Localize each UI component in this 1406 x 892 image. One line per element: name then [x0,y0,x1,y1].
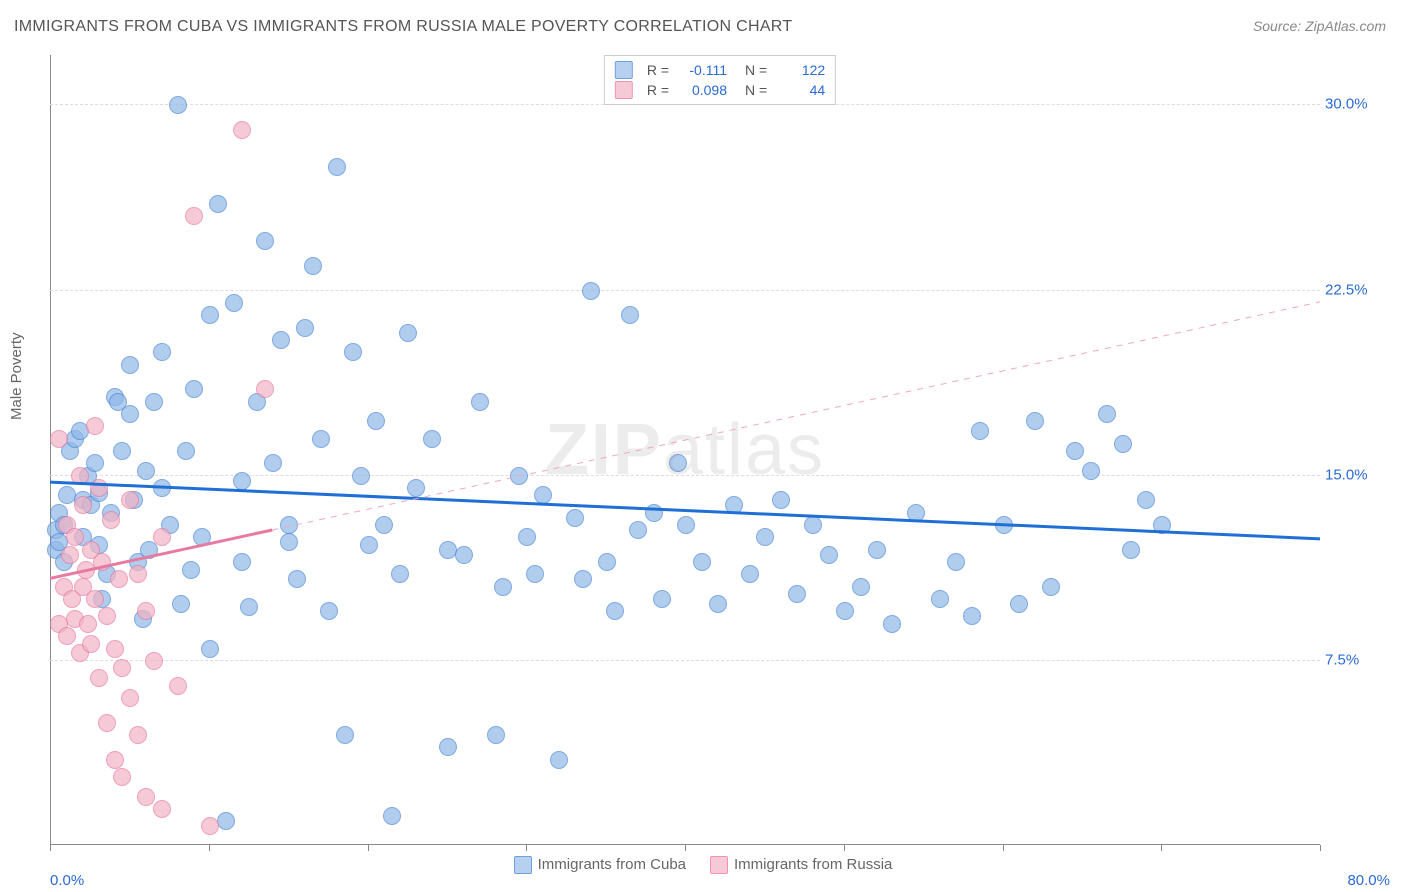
x-tick [368,845,369,851]
x-tick [844,845,845,851]
x-tick [1003,845,1004,851]
x-tick [209,845,210,851]
legend-r-value-russia: 0.098 [677,80,727,100]
legend-label-cuba: Immigrants from Cuba [538,856,686,873]
chart-title: IMMIGRANTS FROM CUBA VS IMMIGRANTS FROM … [14,18,792,36]
x-tick [50,845,51,851]
x-tick [526,845,527,851]
legend-n-value-russia: 44 [775,80,825,100]
x-tick [685,845,686,851]
y-tick-label: 30.0% [1325,96,1380,113]
legend-stat-row-cuba: R = -0.111 N = 122 [615,60,825,80]
y-tick-label: 15.0% [1325,466,1380,483]
y-tick-label: 22.5% [1325,281,1380,298]
legend-item-cuba: Immigrants from Cuba [514,856,686,874]
legend-n-label: N = [745,80,767,100]
trend-line-russia [50,530,272,578]
legend-swatch-russia [615,81,633,99]
trend-line-russia-extrapolated [272,302,1320,530]
legend-swatch-cuba [514,856,532,874]
x-axis-min-label: 0.0% [50,872,84,889]
legend-swatch-russia [710,856,728,874]
y-axis-label: Male Poverty [8,332,25,420]
source-attribution: Source: ZipAtlas.com [1253,18,1386,34]
trend-line-cuba [50,482,1320,539]
legend-r-value-cuba: -0.111 [677,60,727,80]
x-axis-max-label: 80.0% [1347,872,1390,889]
legend-n-label: N = [745,60,767,80]
y-tick-label: 7.5% [1325,651,1380,668]
source-value: ZipAtlas.com [1305,18,1386,34]
trend-lines-layer [50,55,1320,845]
x-tick [1320,845,1321,851]
legend-stat-row-russia: R = 0.098 N = 44 [615,80,825,100]
legend-n-value-cuba: 122 [775,60,825,80]
legend-r-label: R = [647,80,669,100]
source-label: Source: [1253,18,1301,34]
plot-area: ZIPatlas 7.5%15.0%22.5%30.0% [50,55,1320,845]
legend-statistics-box: R = -0.111 N = 122 R = 0.098 N = 44 [604,55,836,105]
x-tick [1161,845,1162,851]
legend-label-russia: Immigrants from Russia [734,856,892,873]
legend-r-label: R = [647,60,669,80]
legend-swatch-cuba [615,61,633,79]
chart-area: ZIPatlas 7.5%15.0%22.5%30.0% R = -0.111 N… [50,55,1390,845]
legend-item-russia: Immigrants from Russia [710,856,892,874]
legend-bottom: Immigrants from Cuba Immigrants from Russ… [0,856,1406,874]
